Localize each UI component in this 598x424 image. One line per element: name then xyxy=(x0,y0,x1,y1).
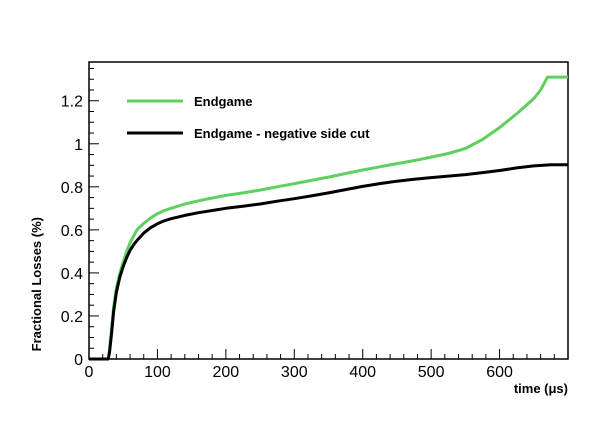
x-axis-tick-labels: 0 100 200 300 400 500 600 xyxy=(85,364,513,381)
y-tick-label-1: 1 xyxy=(74,137,83,154)
y-tick-label-0.2: 0.2 xyxy=(61,309,83,326)
y-tick-label-1.2: 1.2 xyxy=(61,94,83,111)
legend: Endgame Endgame - negative side cut xyxy=(127,94,370,141)
y-axis-tick-labels: 0 0.2 0.4 0.6 0.8 1 1.2 xyxy=(61,94,83,369)
x-tick-label-0: 0 xyxy=(85,364,94,381)
series-line-endgame-negative-side-cut xyxy=(89,163,568,361)
y-tick-label-0.4: 0.4 xyxy=(61,266,83,283)
x-tick-label-100: 100 xyxy=(144,364,171,381)
x-axis-title: time (μs) xyxy=(514,381,568,396)
plot-frame xyxy=(88,61,569,360)
x-tick-label-500: 500 xyxy=(418,364,445,381)
x-tick-label-600: 600 xyxy=(486,364,513,381)
x-tick-label-400: 400 xyxy=(349,364,376,381)
y-tick-label-0.6: 0.6 xyxy=(61,223,83,240)
series-line-endgame xyxy=(89,75,568,361)
x-tick-label-300: 300 xyxy=(281,364,308,381)
legend-label-endgame: Endgame xyxy=(194,94,253,109)
x-tick-label-200: 200 xyxy=(213,364,240,381)
y-tick-label-0: 0 xyxy=(74,352,83,369)
y-axis-ticks xyxy=(89,67,99,360)
y-axis-title: Fractional Losses (%) xyxy=(29,217,44,351)
legend-label-endgame-negative-side-cut: Endgame - negative side cut xyxy=(194,126,370,141)
x-axis-ticks xyxy=(88,349,569,359)
y-tick-label-0.8: 0.8 xyxy=(61,180,83,197)
